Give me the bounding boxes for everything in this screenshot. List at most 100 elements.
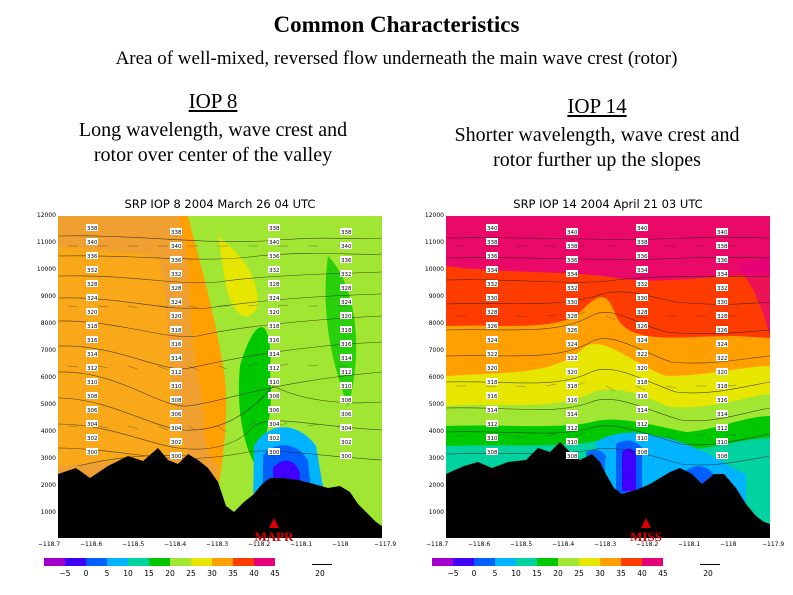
iop8-contour-label-box xyxy=(170,368,182,375)
iop8-contour-label: 332 xyxy=(269,268,280,274)
iop8-y-axis: 12000 11000 10000 9000 8000 7000 6000 5000 4000 3… xyxy=(26,212,58,542)
iop8-contour-label-box xyxy=(268,322,280,329)
iop8-contour-label: 332 xyxy=(341,272,352,278)
iop8-contour-label: 312 xyxy=(171,370,182,376)
iop14-contour-label: 312 xyxy=(567,426,578,432)
iop8-contour-label: 338 xyxy=(269,226,280,232)
iop8-contour-label-box xyxy=(268,308,280,315)
miss-label: MISS xyxy=(630,529,662,544)
iop14-x-tick: −118.3 xyxy=(594,541,617,548)
iop14-contour-label-box xyxy=(716,228,728,235)
iop14-contour-label-box xyxy=(636,448,648,455)
iop14-contour-label: 334 xyxy=(637,268,648,274)
iop8-cross-section: 338 338 338 338 340 340 340 340 336 336 336 336 332 3… xyxy=(57,216,383,538)
iop14-y-tick: 6000 xyxy=(428,374,444,381)
iop14-contour-label-box xyxy=(636,378,648,385)
iop8-contour-label-box xyxy=(340,424,352,431)
iop14-contour-label: 316 xyxy=(637,394,648,400)
iop8-colorbar-swatch xyxy=(233,558,254,566)
iop14-contour-label: 338 xyxy=(717,244,728,250)
iop14-colorbar-swatch xyxy=(579,558,600,566)
iop8-colorbar-label: −5 xyxy=(59,569,71,578)
iop14-contour-label-box xyxy=(566,368,578,375)
iop14-contour-label-box xyxy=(716,326,728,333)
iop8-contour-label-box xyxy=(268,378,280,385)
iop14-colorbar-label: 10 xyxy=(511,569,521,578)
iop14-contour-label-box xyxy=(716,340,728,347)
iop14-contour-label: 308 xyxy=(717,454,728,460)
iop8-contour-label-box xyxy=(340,354,352,361)
iop14-contour-label: 316 xyxy=(567,398,578,404)
iop8-y-tick: 11000 xyxy=(36,239,56,246)
iop14-colorbar-label: 40 xyxy=(637,569,647,578)
iop8-contour-label-box xyxy=(268,224,280,231)
iop8-contour-label: 328 xyxy=(171,286,182,292)
iop14-colorbar-label: 35 xyxy=(616,569,626,578)
iop8-contour-label: 310 xyxy=(341,384,352,390)
iop8-contour-label: 328 xyxy=(87,282,98,288)
iop14-contour-label-box xyxy=(636,224,648,231)
iop14-contour-label-box xyxy=(716,270,728,277)
iop14-contour-label: 330 xyxy=(567,300,578,306)
iop14-x-tick: −118 xyxy=(720,541,737,548)
iop14-contour-label: 326 xyxy=(487,324,498,330)
iop8-contour-label-box xyxy=(340,326,352,333)
iop14-contour-labels: 340 340 340 340 338 338 338 338 336 336 336 336 334 3… xyxy=(486,224,728,460)
iop14-contour-label-box xyxy=(486,448,498,455)
iop14-y-tick: 3000 xyxy=(428,455,444,462)
iop14-contour-label: 324 xyxy=(717,342,728,348)
iop14-contour-label: 330 xyxy=(717,300,728,306)
iop14-x-tick: −118.5 xyxy=(510,541,533,548)
iop8-plot-title: SRP IOP 8 2004 March 26 04 UTC xyxy=(124,197,316,211)
iop14-contour-label-box xyxy=(636,308,648,315)
iop8-contour-label-box xyxy=(340,396,352,403)
iop14-contour-label-box xyxy=(636,434,648,441)
iop14-x-tick: −118.6 xyxy=(468,541,491,548)
iop8-contour-label: 310 xyxy=(87,380,98,386)
iop14-contour-label: 336 xyxy=(487,254,498,260)
iop14-contour-label: 310 xyxy=(717,440,728,446)
iop14-contour-label-box xyxy=(716,424,728,431)
iop14-y-tick: 11000 xyxy=(424,239,444,246)
iop8-contour-label-box xyxy=(86,336,98,343)
iop14-magenta-top xyxy=(446,216,770,281)
iop14-contour-label-box xyxy=(566,326,578,333)
iop14-contour-label-box xyxy=(486,350,498,357)
iop14-contour-label: 334 xyxy=(487,268,498,274)
iop8-contour-label-box xyxy=(170,312,182,319)
iop8-contour-label-box xyxy=(86,308,98,315)
iop8-contour-label-box xyxy=(86,322,98,329)
iop8-contour-label-box xyxy=(86,294,98,301)
iop14-contour-label-box xyxy=(636,266,648,273)
iop8-contour-label: 336 xyxy=(269,254,280,260)
iop8-vector-reference-label: 20 xyxy=(315,569,325,578)
iop8-contour-label: 314 xyxy=(269,352,280,358)
iop14-colorbar-label: 25 xyxy=(574,569,584,578)
iop8-contour-label: 302 xyxy=(171,440,182,446)
iop14-contour-label: 320 xyxy=(717,370,728,376)
iop14-contour-label: 340 xyxy=(637,226,648,232)
iop8-contour-label: 314 xyxy=(341,356,352,362)
iop8-contour-label-box xyxy=(340,256,352,263)
iop8-colorbar-label: 35 xyxy=(228,569,238,578)
iop8-contour-label: 336 xyxy=(341,258,352,264)
iop8-cross-section-svg: 338 338 338 338 340 340 340 340 336 336 336 336 332 3… xyxy=(57,216,383,538)
iop8-contour-label: 302 xyxy=(341,440,352,446)
iop8-x-axis: −118.7 −118.6 −118.5 −118.4 −118.3 −118.2 −118… xyxy=(38,541,396,551)
iop14-contour-label: 340 xyxy=(487,226,498,232)
iop8-colorbar-swatch xyxy=(254,558,275,566)
iop14-contour-label: 336 xyxy=(717,258,728,264)
iop14-desc-line1: Shorter wavelength, wave crest and xyxy=(454,124,740,146)
iop14-contour-label-box xyxy=(486,294,498,301)
iop8-contour-label: 324 xyxy=(341,300,352,306)
iop14-contour-label: 310 xyxy=(637,436,648,442)
iop14-contour-label: 314 xyxy=(637,408,648,414)
iop8-contour-label-box xyxy=(268,448,280,455)
iop14-contour-label: 312 xyxy=(717,426,728,432)
iop14-contour-label-box xyxy=(566,270,578,277)
iop8-contour-label-box xyxy=(170,298,182,305)
iop8-contour-label: 300 xyxy=(269,450,280,456)
iop8-contour-label: 300 xyxy=(171,454,182,460)
iop14-contour-label: 332 xyxy=(717,286,728,292)
iop14-contour-label-box xyxy=(486,280,498,287)
